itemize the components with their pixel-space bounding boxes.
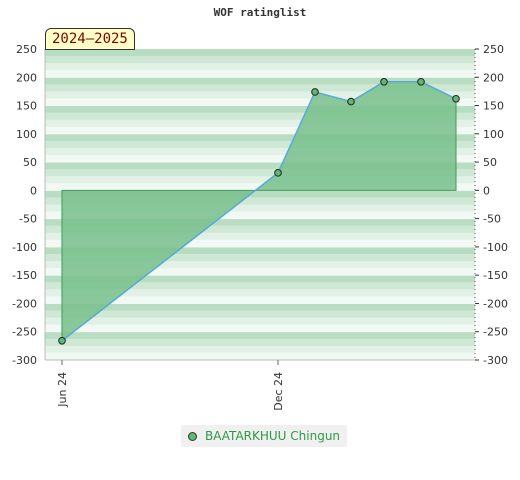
data-point xyxy=(417,77,425,86)
grid-band xyxy=(45,261,475,269)
data-point xyxy=(347,97,355,106)
y-tick-label-left: 150 xyxy=(16,100,37,113)
grid-band xyxy=(45,232,475,241)
x-tick-label: Dec 24 xyxy=(272,372,285,411)
grid-band xyxy=(45,49,475,57)
grid-band xyxy=(45,352,475,361)
grid-band xyxy=(45,338,475,347)
grid-band xyxy=(45,331,475,340)
y-tick-label-left: 50 xyxy=(23,156,37,169)
grid-band xyxy=(45,98,475,107)
y-tick-label-left: 0 xyxy=(30,184,37,197)
grid-band xyxy=(45,296,475,304)
grid-band xyxy=(45,289,475,297)
grid-band xyxy=(45,91,475,99)
data-point xyxy=(380,77,388,86)
y-tick-label-right: 100 xyxy=(483,128,504,141)
grid-band xyxy=(45,345,475,354)
grid-band xyxy=(45,63,475,71)
y-tick-label-left: 250 xyxy=(16,43,37,56)
y-tick-label-right: -50 xyxy=(483,213,501,226)
grid-band xyxy=(45,246,475,255)
y-tick-label-right: 200 xyxy=(483,71,504,84)
grid-band xyxy=(45,190,475,198)
grid-band xyxy=(45,77,475,85)
legend[interactable]: BAATARKHUU Chingun xyxy=(181,425,348,447)
grid-band xyxy=(45,84,475,92)
data-point xyxy=(452,94,460,103)
y-tick-label-right: 50 xyxy=(483,156,497,169)
grid-band xyxy=(45,119,475,128)
y-tick-label-right: -200 xyxy=(483,297,508,310)
y-tick-label-left: -250 xyxy=(12,326,37,339)
grid-band xyxy=(45,268,475,276)
legend-marker-icon xyxy=(188,431,197,441)
grid-band xyxy=(45,56,475,64)
y-tick-label-left: -50 xyxy=(19,213,37,226)
grid-band xyxy=(45,147,475,156)
y-tick-label-right: 150 xyxy=(483,100,504,113)
grid-band xyxy=(45,126,475,135)
y-tick-label-right: 250 xyxy=(483,43,504,56)
grid-band xyxy=(45,112,475,121)
grid-band xyxy=(45,239,475,248)
x-tick-label: Jun 24 xyxy=(56,372,69,408)
grid-band xyxy=(45,105,475,114)
grid-band xyxy=(45,176,475,184)
y-tick-label-right: -300 xyxy=(483,354,508,367)
y-tick-label-left: -100 xyxy=(12,241,37,254)
grid-band xyxy=(45,140,475,149)
grid-band xyxy=(45,218,475,227)
grid-band xyxy=(45,133,475,142)
grid-band xyxy=(45,317,475,326)
grid-band xyxy=(45,155,475,163)
grid-band xyxy=(45,275,475,283)
y-tick-label-right: -250 xyxy=(483,326,508,339)
data-point xyxy=(311,88,319,96)
grid-band xyxy=(45,310,475,319)
data-point xyxy=(58,336,66,345)
y-tick-label-left: 100 xyxy=(16,128,37,141)
grid-band xyxy=(45,162,475,170)
grid-band xyxy=(45,197,475,205)
grid-band xyxy=(45,225,475,234)
y-tick-label-right: -150 xyxy=(483,269,508,282)
y-tick-label-right: 0 xyxy=(483,184,490,197)
season-badge: 2024–2025 xyxy=(45,28,135,50)
grid-band xyxy=(45,169,475,177)
grid-band xyxy=(45,204,475,213)
y-tick-label-left: 200 xyxy=(16,71,37,84)
data-point xyxy=(274,169,282,177)
y-tick-label-right: -100 xyxy=(483,241,508,254)
grid-band xyxy=(45,303,475,312)
legend-label: BAATARKHUU Chingun xyxy=(205,429,341,443)
y-tick-label-left: -300 xyxy=(12,354,37,367)
chart-title: WOF ratinglist xyxy=(213,6,307,19)
grid-band xyxy=(45,282,475,290)
grid-band xyxy=(45,211,475,220)
grid-band xyxy=(45,253,475,262)
grid-band xyxy=(45,70,475,78)
y-tick-label-left: -150 xyxy=(12,269,37,282)
y-tick-label-left: -200 xyxy=(12,297,37,310)
grid-band xyxy=(45,324,475,333)
